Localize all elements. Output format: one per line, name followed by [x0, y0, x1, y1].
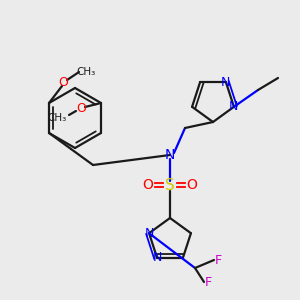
Text: N: N — [229, 100, 239, 113]
Text: CH₃: CH₃ — [47, 113, 67, 123]
Text: N: N — [152, 251, 162, 264]
Text: F: F — [204, 275, 211, 289]
Text: F: F — [214, 254, 222, 266]
Text: O: O — [76, 101, 86, 115]
Text: N: N — [165, 148, 175, 162]
Text: O: O — [187, 178, 197, 192]
Text: S: S — [165, 178, 175, 193]
Text: CH₃: CH₃ — [76, 67, 96, 77]
Text: O: O — [58, 76, 68, 89]
Text: O: O — [142, 178, 153, 192]
Text: N: N — [144, 227, 154, 240]
Text: N: N — [221, 76, 231, 89]
